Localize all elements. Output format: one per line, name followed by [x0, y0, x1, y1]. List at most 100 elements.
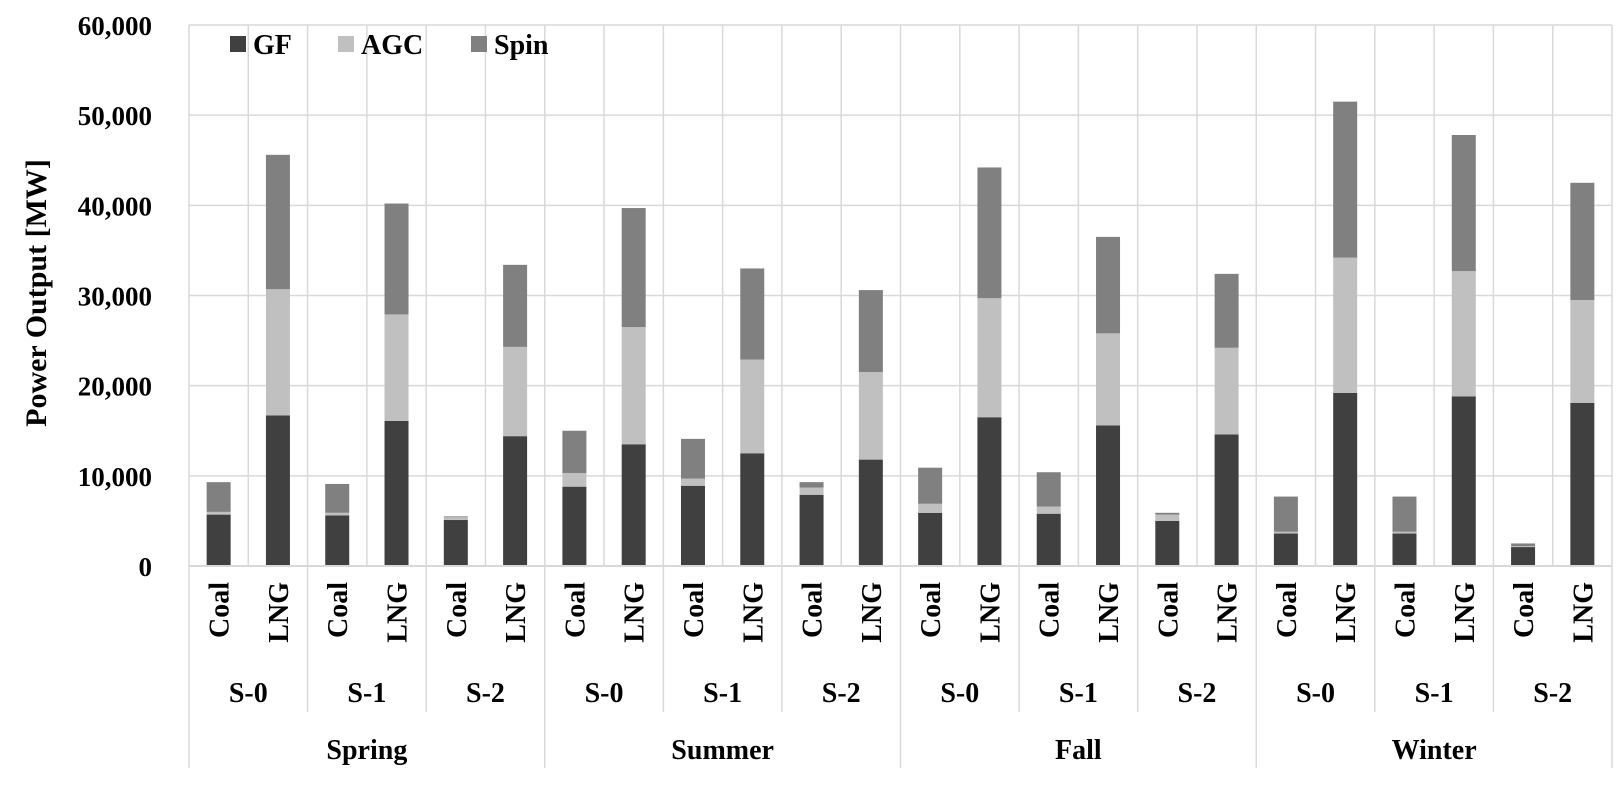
bar-segment-gf: [621, 444, 646, 566]
legend: GF AGC Spin: [230, 30, 549, 61]
x-tick-label-scenario: S-0: [1296, 678, 1335, 709]
x-tick-label-fuel: LNG: [620, 582, 651, 643]
x-tick-label-season: Fall: [1055, 735, 1102, 766]
bar-segment-agc: [325, 512, 350, 516]
x-tick-label-fuel: Coal: [560, 582, 591, 638]
bars: [206, 101, 1595, 566]
bar-segment-gf: [443, 520, 468, 566]
x-tick-label-fuel: LNG: [738, 582, 769, 643]
bar-segment-agc: [384, 314, 409, 421]
x-tick-label-fuel: Coal: [323, 582, 354, 638]
bar-segment-gf: [740, 453, 765, 566]
x-tick-label-scenario: S-0: [940, 678, 979, 709]
bar-segment-agc: [562, 473, 587, 487]
bar-segment-agc: [206, 511, 231, 515]
bar-segment-agc: [1155, 514, 1180, 521]
bar-segment-spin: [740, 268, 765, 360]
bar-segment-gf: [206, 514, 231, 566]
bar-segment-gf: [1570, 402, 1595, 566]
bar-segment-agc: [1570, 300, 1595, 403]
bar-segment-agc: [918, 503, 943, 513]
bar-segment-gf: [1511, 547, 1536, 566]
x-tick-label-fuel: LNG: [1213, 582, 1244, 643]
bar-segment-spin: [325, 483, 350, 513]
bar-segment-gf: [1451, 396, 1476, 566]
bar-segment-gf: [325, 515, 350, 566]
bar-segment-agc: [443, 517, 468, 521]
bar-segment-gf: [384, 420, 409, 566]
bar-segment-spin: [1511, 543, 1536, 547]
bar-segment-spin: [680, 438, 705, 479]
bar-segment-spin: [1214, 273, 1239, 348]
bar-segment-agc: [1333, 257, 1358, 393]
x-tick-label-season: Summer: [671, 735, 774, 766]
y-tick-label: 20,000: [78, 372, 152, 402]
bar-segment-gf: [1392, 533, 1417, 566]
bar-segment-agc: [1214, 347, 1239, 435]
x-tick-label-fuel: Coal: [442, 582, 473, 638]
x-tick-label-fuel: Coal: [1035, 582, 1066, 638]
bar-segment-gf: [680, 485, 705, 566]
bar-segment-spin: [1036, 472, 1061, 507]
bar-segment-spin: [1570, 182, 1595, 301]
bar-segment-gf: [1214, 434, 1239, 566]
bar-segment-agc: [1511, 546, 1536, 548]
bar-segment-spin: [562, 430, 587, 474]
x-tick-label-fuel: LNG: [1331, 582, 1362, 643]
bar-segment-gf: [799, 494, 824, 566]
bar-segment-agc: [1451, 271, 1476, 397]
bar-segment-gf: [1036, 513, 1061, 566]
bar-segment-agc: [621, 327, 646, 445]
bar-segment-spin: [1451, 135, 1476, 272]
x-tick-label-fuel: Coal: [205, 582, 236, 638]
bar-segment-spin: [384, 203, 409, 315]
bar-segment-gf: [1155, 520, 1180, 566]
bar-segment-gf: [1273, 533, 1298, 566]
bar-segment-gf: [503, 436, 528, 566]
legend-label-gf: GF: [253, 30, 292, 61]
y-tick-label: 0: [139, 552, 153, 582]
legend-swatch-gf: [230, 36, 246, 52]
x-tick-label-scenario: S-1: [703, 678, 742, 709]
bar-segment-spin: [977, 167, 1002, 299]
bar-segment-agc: [977, 298, 1002, 418]
bar-segment-gf: [562, 486, 587, 566]
x-tick-label-fuel: LNG: [1094, 582, 1125, 643]
legend-swatch-agc: [338, 36, 354, 52]
x-tick-label-season: Spring: [326, 735, 407, 766]
bar-segment-gf: [1096, 425, 1121, 566]
x-tick-label-fuel: Coal: [1272, 582, 1303, 638]
bar-segment-agc: [680, 478, 705, 486]
bar-segment-spin: [1392, 496, 1417, 532]
bar-segment-gf: [977, 417, 1002, 566]
bar-segment-spin: [1155, 512, 1180, 515]
y-axis: 0 10,000 20,000 30,000 40,000 50,000 60,000: [78, 11, 152, 582]
bar-segment-spin: [1273, 496, 1298, 532]
bar-segment-agc: [1096, 333, 1121, 426]
bar-segment-gf: [918, 512, 943, 566]
x-tick-label-fuel: LNG: [1568, 582, 1599, 643]
x-tick-label-scenario: S-2: [1178, 678, 1217, 709]
x-tick-label-fuel: Coal: [679, 582, 710, 638]
x-tick-label-fuel: LNG: [1450, 582, 1481, 643]
x-tick-label-season: Winter: [1392, 735, 1477, 766]
x-tick-label-fuel: LNG: [975, 582, 1006, 643]
bar-segment-spin: [206, 482, 231, 512]
x-tick-label-scenario: S-2: [822, 678, 861, 709]
bar-segment-spin: [265, 154, 290, 290]
x-tick-label-scenario: S-1: [347, 678, 386, 709]
bar-segment-spin: [443, 516, 468, 518]
legend-label-agc: AGC: [361, 30, 423, 61]
x-tick-label-fuel: LNG: [264, 582, 295, 643]
bar-segment-gf: [858, 459, 883, 566]
x-tick-label-fuel: Coal: [916, 582, 947, 638]
bar-segment-agc: [1036, 506, 1061, 514]
x-tick-label-fuel: Coal: [1390, 582, 1421, 638]
y-tick-label: 30,000: [78, 282, 152, 312]
bar-segment-spin: [621, 208, 646, 328]
x-tick-label-scenario: S-2: [1533, 678, 1572, 709]
bar-segment-spin: [858, 290, 883, 373]
bar-segment-spin: [918, 467, 943, 504]
legend-swatch-spin: [471, 36, 487, 52]
